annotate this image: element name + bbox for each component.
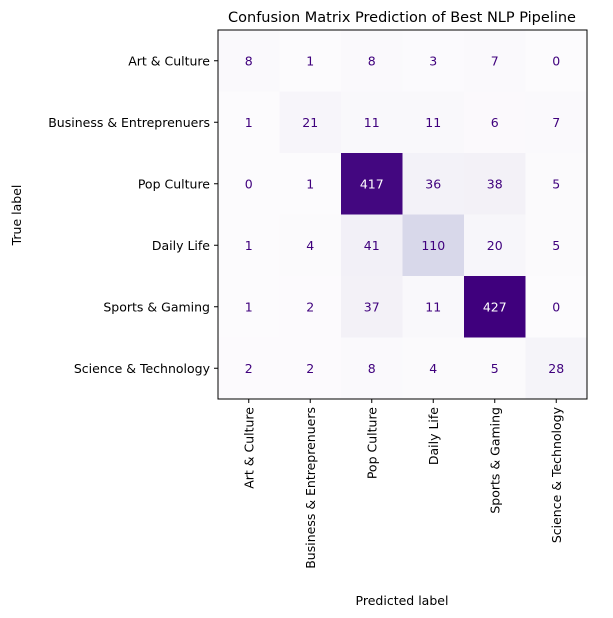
x-tick-label: Pop Culture <box>364 407 379 479</box>
x-tick-label: Business & Entreprenuers <box>303 407 318 569</box>
cell-value-label: 41 <box>364 238 380 253</box>
y-axis-label: True label <box>9 185 24 247</box>
heatmap-cell <box>525 153 588 215</box>
heatmap-cell <box>464 91 526 154</box>
heatmap-cell <box>279 91 342 154</box>
cell-value-label: 28 <box>548 361 564 376</box>
heatmap-cell <box>402 337 465 400</box>
heatmap-cell <box>341 91 403 154</box>
heatmap-cell <box>525 214 588 277</box>
heatmap-cell <box>218 30 280 92</box>
cell-value-label: 1 <box>245 299 253 314</box>
cell-value-label: 1 <box>306 176 314 191</box>
y-tick-label: Business & Entreprenuers <box>48 115 210 130</box>
cell-value-label: 7 <box>552 115 560 130</box>
cell-value-label: 11 <box>425 299 441 314</box>
heatmap-cell <box>218 337 280 400</box>
heatmap-cell <box>341 214 403 277</box>
y-tick-label: Daily Life <box>152 238 210 253</box>
cell-value-label: 8 <box>368 53 376 68</box>
cell-value-label: 11 <box>364 115 380 130</box>
heatmap-cell <box>341 276 403 338</box>
cell-values: 8 1 8 3 7 01 21 11 11 6 70 1 417 36 38 51 4 41 110 20 51 2 37 1… <box>245 53 564 376</box>
heatmap-cells <box>218 30 588 400</box>
y-tick-label: Sports & Gaming <box>103 299 210 314</box>
cell-value-label: 2 <box>245 361 253 376</box>
heatmap-cell <box>525 337 588 400</box>
plot-frame <box>217 29 588 400</box>
heatmap-cell <box>402 214 465 277</box>
heatmap-cell <box>402 276 465 338</box>
heatmap-cell <box>279 337 342 400</box>
heatmap-cell <box>402 153 465 215</box>
heatmap-cell <box>279 153 342 215</box>
heatmap-cell <box>525 276 588 338</box>
cell-value-label: 21 <box>302 115 318 130</box>
cell-value-label: 5 <box>552 238 560 253</box>
y-tick-label: Science & Technology <box>74 361 211 376</box>
heatmap-cell <box>218 214 280 277</box>
cell-value-label: 1 <box>245 238 253 253</box>
heatmap-cell <box>279 276 342 338</box>
cell-value-label: 417 <box>360 176 384 191</box>
heatmap-cell <box>218 91 280 154</box>
cell-value-label: 5 <box>491 361 499 376</box>
cell-value-label: 8 <box>368 361 376 376</box>
heatmap-cell <box>464 30 526 92</box>
cell-value-label: 2 <box>306 361 314 376</box>
x-tick-label: Sports & Gaming <box>487 407 502 514</box>
x-tick-label: Science & Technology <box>549 406 564 543</box>
cell-value-label: 7 <box>491 53 499 68</box>
cell-value-label: 20 <box>487 238 503 253</box>
cell-value-label: 0 <box>552 53 560 68</box>
cell-value-label: 4 <box>429 361 437 376</box>
heatmap-cell <box>218 276 280 338</box>
cell-value-label: 36 <box>425 176 441 191</box>
y-ticks: Art & Culture Business & Entreprenuers Pop… <box>48 53 218 376</box>
x-ticks: Art & Culture Business & Entreprenuers Pop… <box>241 399 564 569</box>
cell-value-label: 110 <box>421 238 445 253</box>
cell-value-label: 3 <box>429 53 437 68</box>
heatmap-cell <box>464 214 526 277</box>
heatmap-cell <box>341 337 403 400</box>
cell-value-label: 1 <box>245 115 253 130</box>
y-tick-label: Pop Culture <box>138 176 210 191</box>
x-tick-label: Daily Life <box>426 407 441 465</box>
cell-value-label: 37 <box>364 299 380 314</box>
y-tick-label: Art & Culture <box>128 53 210 68</box>
heatmap-cell <box>402 30 465 92</box>
heatmap-cell <box>218 153 280 215</box>
cell-value-label: 427 <box>483 299 507 314</box>
x-tick-label: Art & Culture <box>241 407 256 489</box>
heatmap-cell <box>279 214 342 277</box>
chart-title: Confusion Matrix Prediction of Best NLP … <box>228 10 576 26</box>
cell-value-label: 5 <box>552 176 560 191</box>
cell-value-label: 0 <box>245 176 253 191</box>
heatmap-cell <box>341 153 403 215</box>
heatmap-cell <box>402 91 465 154</box>
heatmap-cell <box>464 337 526 400</box>
cell-value-label: 8 <box>245 53 253 68</box>
heatmap-cell <box>464 153 526 215</box>
cell-value-label: 6 <box>491 115 499 130</box>
cell-value-label: 4 <box>306 238 314 253</box>
cell-value-label: 1 <box>306 53 314 68</box>
heatmap-cell <box>525 91 588 154</box>
cell-value-label: 11 <box>425 115 441 130</box>
cell-value-label: 2 <box>306 299 314 314</box>
cell-value-label: 38 <box>487 176 503 191</box>
heatmap-cell <box>341 30 403 92</box>
heatmap-cell <box>279 30 342 92</box>
heatmap-cell <box>525 30 588 92</box>
cell-value-label: 0 <box>552 299 560 314</box>
heatmap-cell <box>464 276 526 338</box>
x-axis-label: Predicted label <box>356 593 449 608</box>
